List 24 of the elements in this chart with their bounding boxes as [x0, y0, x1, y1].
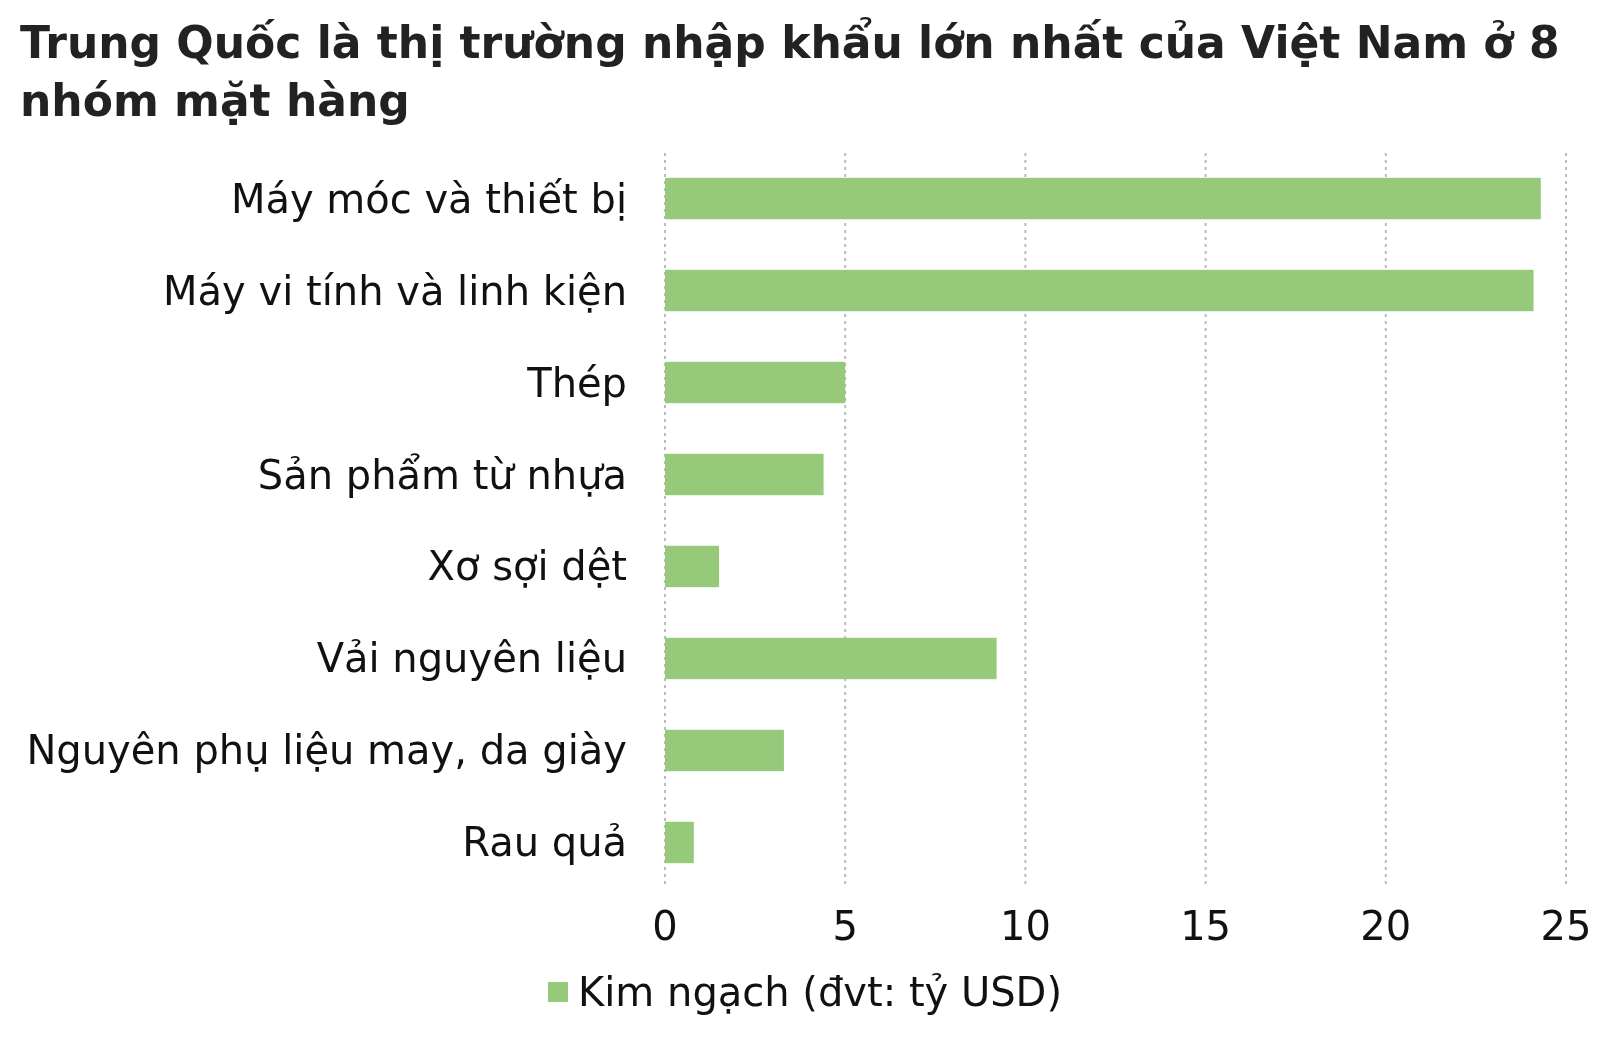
- bar: [665, 361, 846, 404]
- x-tick-label: 15: [1180, 903, 1232, 949]
- x-tick-label: 20: [1360, 903, 1412, 949]
- x-tick-label: 5: [832, 903, 858, 949]
- y-tick-label: Nguyên phụ liệu may, da giày: [26, 727, 627, 774]
- bar: [665, 453, 824, 496]
- bar: [665, 729, 784, 772]
- y-tick-label: Máy móc và thiết bị: [230, 175, 627, 222]
- bar: [665, 177, 1541, 220]
- bar: [665, 637, 997, 680]
- bar: [665, 545, 720, 588]
- y-tick-label: Máy vi tính và linh kiện: [163, 267, 627, 314]
- x-tick-label: 25: [1540, 903, 1592, 949]
- y-tick-label: Thép: [526, 359, 627, 406]
- x-tick-label: 0: [652, 903, 678, 949]
- y-tick-label: Xơ sợi dệt: [427, 543, 627, 590]
- y-tick-label: Vải nguyên liệu: [316, 635, 627, 682]
- x-tick-label: 10: [999, 903, 1051, 949]
- bar: [665, 269, 1534, 312]
- y-tick-label: Rau quả: [462, 819, 627, 866]
- bar: [665, 821, 694, 864]
- y-tick-label: Sản phẩm từ nhựa: [257, 451, 627, 498]
- legend-label: Kim ngạch (đvt: tỷ USD): [578, 969, 1063, 1015]
- chart-title: Trung Quốc là thị trường nhập khẩu lớn nhất của Việt Nam ở 8 nhóm mặt hàng: [20, 17, 1560, 126]
